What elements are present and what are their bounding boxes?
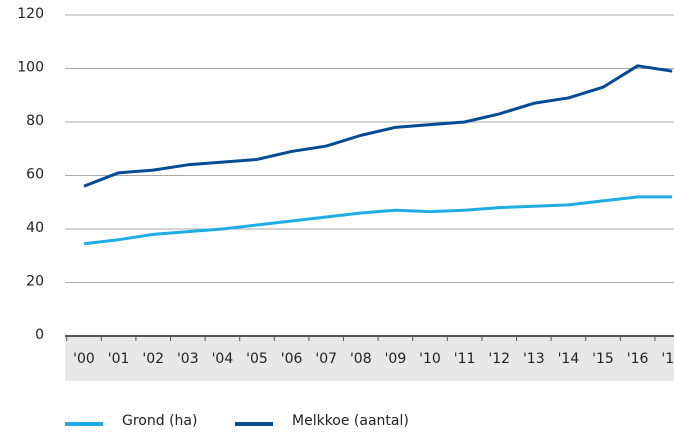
x-tick-label: '08 (350, 351, 372, 367)
y-tick-label: 0 (35, 327, 44, 343)
x-tick-label: '06 (281, 351, 303, 367)
x-tick-label: '15 (592, 351, 614, 367)
x-tick-label: '03 (177, 351, 199, 367)
x-tick-label: '11 (454, 351, 476, 367)
y-tick-label: 80 (26, 113, 44, 129)
legend-label: Melkkoe (aantal) (292, 413, 409, 429)
y-tick-label: 40 (26, 220, 44, 236)
x-tick-label: '02 (142, 351, 164, 367)
x-tick-label: '00 (73, 351, 95, 367)
x-tick-label: '16 (627, 351, 649, 367)
x-tick-label: '10 (419, 351, 441, 367)
x-tick-label: '17 (661, 351, 674, 367)
x-axis-band (65, 337, 674, 381)
x-tick-label: '04 (212, 351, 234, 367)
y-tick-label: 100 (17, 60, 44, 76)
y-tick-label: 20 (26, 274, 44, 290)
line (83, 195, 673, 246)
x-tick-label: '01 (108, 351, 130, 367)
x-tick-label: '05 (246, 351, 268, 367)
line (83, 64, 673, 188)
y-tick-label: 120 (17, 6, 44, 22)
legend-label: Grond (ha) (122, 413, 197, 429)
x-tick-label: '12 (488, 351, 510, 367)
x-tick-label: '09 (385, 351, 407, 367)
x-tick-label: '07 (315, 351, 337, 367)
x-tick-label: '14 (558, 351, 580, 367)
x-tick-label: '13 (523, 351, 545, 367)
y-tick-label: 60 (26, 167, 44, 183)
